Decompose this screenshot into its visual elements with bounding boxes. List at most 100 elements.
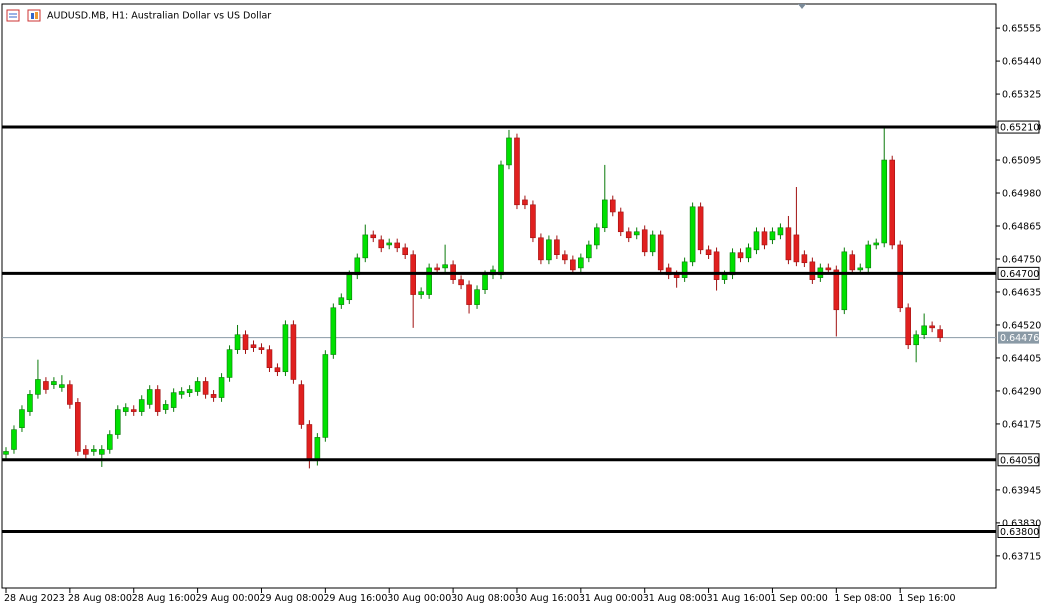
x-tick-label: 1 Sep 08:00	[834, 593, 891, 604]
candle-body	[282, 324, 289, 373]
y-tick-label: 0.64865	[1002, 222, 1041, 233]
candle-body	[554, 239, 560, 255]
candle-body	[681, 261, 688, 278]
candle-body	[865, 244, 872, 269]
chart-title: AUDUSD.MB, H1: Australian Dollar vs US D…	[47, 11, 271, 22]
candle-body	[761, 231, 768, 246]
candle-body	[937, 329, 943, 338]
candle-body	[506, 137, 512, 166]
candle-body	[186, 389, 193, 393]
x-tick-label: 30 Aug 16:00	[515, 593, 579, 604]
candle-body	[697, 206, 704, 251]
candle-body	[346, 274, 353, 301]
y-tick-label: 0.65325	[1002, 90, 1041, 101]
candle-body	[857, 267, 864, 271]
x-tick-label: 28 Aug 2023	[4, 593, 65, 604]
candle-body	[106, 434, 113, 450]
candle-body	[522, 199, 528, 206]
shift-marker	[798, 4, 806, 9]
candle-body	[51, 381, 57, 385]
candle-body	[881, 159, 888, 244]
candle-body	[562, 254, 568, 261]
candle-body	[745, 247, 752, 259]
candle-body	[202, 381, 209, 395]
x-tick-label: 1 Sep 00:00	[770, 593, 827, 604]
candle-body	[394, 242, 401, 249]
candle-body	[713, 251, 720, 280]
candle-body	[578, 257, 584, 269]
candle-body	[769, 231, 776, 241]
candle-body	[905, 307, 911, 346]
x-tick-label: 28 Aug 16:00	[132, 593, 196, 604]
x-tick-label: 30 Aug 08:00	[451, 593, 515, 604]
x-tick-label: 30 Aug 00:00	[387, 593, 451, 604]
candle-body	[530, 204, 536, 239]
y-tick-label: 0.64175	[1002, 419, 1041, 430]
plot-frame	[1, 3, 997, 589]
candle-body	[402, 247, 408, 255]
candle-body	[849, 254, 856, 271]
candle-body	[19, 409, 25, 428]
candle-body	[641, 229, 648, 253]
header-icons	[6, 9, 41, 22]
candle-body	[306, 424, 313, 460]
candle-body	[138, 399, 145, 412]
candle-body	[170, 392, 177, 408]
candle-body	[226, 349, 233, 378]
candle-body	[35, 379, 41, 395]
candle-body	[43, 381, 49, 390]
candle-body	[833, 269, 840, 311]
y-tick-label: 0.64405	[1002, 353, 1041, 364]
candles	[3, 127, 943, 469]
candle-body	[83, 449, 89, 455]
candle-body	[777, 227, 784, 236]
candle-body	[91, 449, 97, 452]
icon-bar	[31, 13, 34, 19]
candle-body	[913, 334, 919, 346]
candle-body	[586, 244, 592, 259]
candle-body	[75, 402, 81, 452]
y-tick-label: 0.63715	[1002, 551, 1041, 562]
candle-body	[538, 237, 544, 261]
candle-body	[234, 334, 241, 350]
candle-body	[873, 242, 880, 246]
candle-body	[98, 449, 105, 455]
candle-body	[729, 252, 736, 276]
candle-body	[689, 206, 696, 263]
candle-body	[434, 267, 440, 271]
candle-body	[617, 211, 624, 233]
candle-body	[146, 389, 153, 405]
icon-bar	[35, 12, 38, 19]
candle-body	[130, 409, 137, 412]
candle-body	[633, 231, 640, 236]
candle-body	[274, 367, 281, 373]
candle-body	[474, 289, 480, 305]
candle-body	[386, 242, 393, 246]
candle-body	[290, 324, 297, 380]
candle-body	[218, 377, 225, 398]
level-label: 0.64050	[1000, 455, 1039, 466]
candle-body	[673, 274, 680, 278]
candle-body	[250, 344, 257, 348]
level-tag	[997, 120, 1040, 134]
candle-body	[609, 199, 616, 213]
candle-body	[426, 267, 432, 295]
candle-body	[809, 261, 816, 280]
level-label: 0.63800	[1000, 527, 1039, 538]
candle-body	[298, 384, 305, 425]
candle-body	[242, 334, 249, 350]
candle-body	[705, 249, 712, 255]
level-tag	[997, 266, 1040, 280]
y-tick-label: 0.64635	[1002, 287, 1041, 298]
candle-body	[442, 264, 448, 269]
x-tick-label: 31 Aug 00:00	[579, 593, 643, 604]
candle-body	[378, 239, 385, 249]
candle-body	[370, 234, 377, 239]
y-tick-label: 0.63945	[1002, 485, 1041, 496]
y-tick-label: 0.64520	[1002, 320, 1041, 331]
current-price-tag	[998, 331, 1039, 344]
y-tick-label: 0.63830	[1002, 518, 1041, 529]
candle-body	[737, 252, 744, 259]
candle-body	[649, 234, 656, 253]
